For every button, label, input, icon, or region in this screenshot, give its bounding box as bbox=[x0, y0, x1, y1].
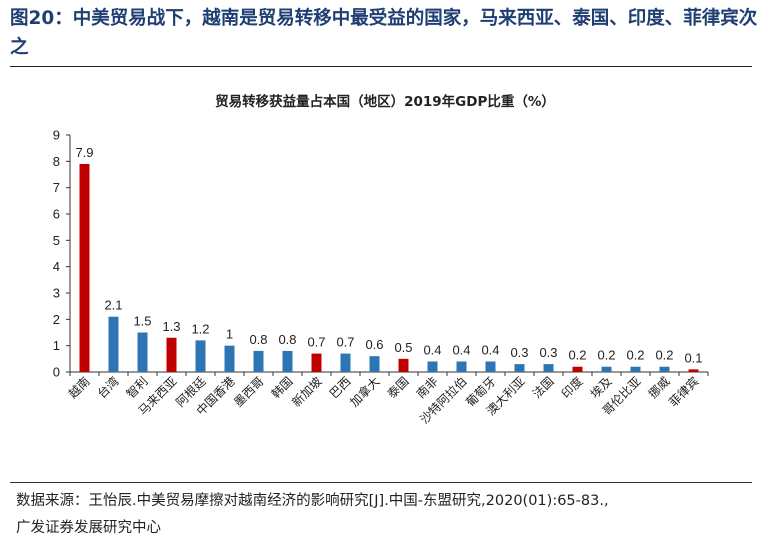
source-line-2: 广发证券发展研究中心 bbox=[16, 520, 161, 536]
data-label: 0.1 bbox=[684, 350, 702, 365]
bar bbox=[79, 163, 90, 372]
bar bbox=[543, 364, 554, 372]
data-label: 0.8 bbox=[278, 332, 296, 347]
bar bbox=[514, 364, 525, 372]
data-label: 0.7 bbox=[307, 335, 325, 350]
x-tick-label: 菲律宾 bbox=[666, 374, 702, 410]
x-tick-label: 印度 bbox=[558, 374, 586, 402]
y-tick-label: 4 bbox=[53, 259, 60, 274]
bar bbox=[427, 361, 438, 372]
bar bbox=[108, 316, 119, 372]
x-tick-label: 泰国 bbox=[385, 374, 412, 401]
bar bbox=[195, 340, 206, 372]
bar bbox=[224, 345, 235, 372]
data-label: 0.4 bbox=[452, 342, 470, 357]
y-tick-label: 5 bbox=[53, 233, 60, 248]
data-label: 2.1 bbox=[104, 298, 122, 313]
data-label: 0.2 bbox=[626, 348, 644, 363]
x-tick-label: 新加坡 bbox=[289, 374, 325, 410]
figure-title: 图20：中美贸易战下，越南是贸易转移中最受益的国家，马来西亚、泰国、印度、菲律宾… bbox=[10, 8, 758, 58]
data-label: 1 bbox=[226, 327, 233, 342]
x-tick-label: 法国 bbox=[530, 374, 557, 401]
data-label: 0.2 bbox=[568, 348, 586, 363]
bar bbox=[398, 358, 409, 372]
data-label: 0.2 bbox=[655, 348, 673, 363]
title-divider bbox=[10, 66, 752, 67]
y-tick-label: 1 bbox=[53, 338, 60, 353]
y-tick-label: 7 bbox=[53, 180, 60, 195]
data-label: 0.2 bbox=[597, 348, 615, 363]
data-label: 1.3 bbox=[162, 319, 180, 334]
source-divider bbox=[10, 482, 752, 483]
bar bbox=[659, 366, 670, 372]
y-tick-label: 6 bbox=[53, 207, 60, 222]
bar bbox=[572, 366, 583, 372]
bar bbox=[282, 350, 293, 372]
data-label: 7.9 bbox=[75, 145, 93, 160]
x-tick-label: 越南 bbox=[65, 374, 93, 402]
data-label: 0.6 bbox=[365, 337, 383, 352]
bar bbox=[311, 353, 322, 372]
x-tick-label: 墨西哥 bbox=[231, 374, 266, 409]
x-tick-label: 台湾 bbox=[94, 374, 122, 402]
data-label: 0.3 bbox=[539, 345, 557, 360]
source-line-1: 数据来源：王怡辰.中美贸易摩擦对越南经济的影响研究[J].中国-东盟研究,202… bbox=[16, 493, 609, 509]
bar bbox=[340, 353, 351, 372]
data-label: 1.2 bbox=[191, 321, 209, 336]
y-tick-label: 8 bbox=[53, 154, 60, 169]
data-label: 0.5 bbox=[394, 340, 412, 355]
bar bbox=[456, 361, 467, 372]
source-note: 数据来源：王怡辰.中美贸易摩擦对越南经济的影响研究[J].中国-东盟研究,202… bbox=[16, 488, 756, 542]
bar bbox=[137, 332, 148, 372]
data-label: 0.4 bbox=[481, 342, 499, 357]
bar-chart: 01234567897.9越南2.1台湾1.5智利1.3马来西亚1.2阿根廷1中… bbox=[53, 128, 709, 427]
bar bbox=[166, 337, 177, 372]
data-label: 0.7 bbox=[336, 335, 354, 350]
bar bbox=[253, 350, 264, 372]
y-tick-label: 3 bbox=[53, 286, 60, 301]
y-tick-label: 2 bbox=[53, 312, 60, 327]
bar bbox=[688, 369, 699, 372]
y-tick-label: 9 bbox=[53, 128, 60, 143]
y-tick-label: 0 bbox=[53, 365, 60, 380]
data-label: 0.3 bbox=[510, 345, 528, 360]
bar bbox=[601, 366, 612, 372]
data-label: 1.5 bbox=[133, 314, 151, 329]
bar bbox=[369, 356, 380, 372]
x-tick-label: 加拿大 bbox=[347, 374, 383, 410]
bar bbox=[630, 366, 641, 372]
chart-title: 贸易转移获益量占本国（地区）2019年GDP比重（%） bbox=[215, 94, 555, 110]
bar bbox=[485, 361, 496, 372]
data-label: 0.4 bbox=[423, 342, 441, 357]
data-label: 0.8 bbox=[249, 332, 267, 347]
